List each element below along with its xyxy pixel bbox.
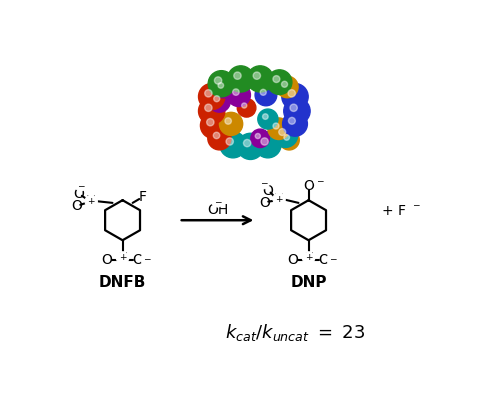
Text: N: N — [118, 251, 128, 265]
Text: +: + — [305, 254, 312, 262]
Ellipse shape — [273, 193, 285, 205]
Text: O: O — [132, 254, 143, 267]
Ellipse shape — [273, 123, 297, 148]
Ellipse shape — [327, 254, 338, 265]
Ellipse shape — [282, 83, 308, 110]
Text: DNFB: DNFB — [99, 275, 146, 290]
Ellipse shape — [276, 76, 298, 98]
Text: OH: OH — [207, 203, 228, 216]
Ellipse shape — [244, 139, 251, 147]
Ellipse shape — [214, 95, 220, 102]
Ellipse shape — [268, 118, 289, 140]
Ellipse shape — [75, 179, 86, 191]
Ellipse shape — [200, 113, 227, 138]
Ellipse shape — [226, 138, 234, 145]
Ellipse shape — [214, 132, 220, 139]
Text: −: − — [329, 255, 336, 264]
Ellipse shape — [254, 132, 281, 158]
Text: N: N — [274, 192, 284, 206]
Ellipse shape — [279, 130, 299, 150]
Ellipse shape — [212, 196, 224, 207]
Ellipse shape — [261, 138, 268, 145]
Ellipse shape — [302, 252, 315, 264]
Text: N: N — [304, 251, 314, 265]
Text: N: N — [86, 194, 97, 208]
Ellipse shape — [410, 199, 422, 211]
Ellipse shape — [284, 135, 290, 140]
Text: +: + — [276, 194, 283, 203]
Ellipse shape — [247, 66, 274, 92]
Ellipse shape — [278, 128, 285, 136]
Ellipse shape — [282, 81, 288, 87]
Ellipse shape — [238, 98, 256, 117]
Ellipse shape — [253, 72, 260, 79]
Text: O: O — [303, 179, 314, 193]
Text: O: O — [259, 196, 270, 210]
Text: +: + — [119, 254, 126, 262]
Text: −: − — [214, 197, 221, 206]
Ellipse shape — [282, 112, 308, 136]
Ellipse shape — [208, 127, 231, 150]
Ellipse shape — [116, 252, 129, 264]
Text: −: − — [77, 181, 84, 190]
Ellipse shape — [262, 114, 268, 119]
Ellipse shape — [290, 104, 298, 111]
Text: F: F — [138, 190, 146, 204]
Text: DNP: DNP — [290, 275, 327, 290]
Ellipse shape — [204, 104, 212, 111]
Text: +: + — [88, 197, 95, 206]
Ellipse shape — [260, 89, 266, 95]
Text: O: O — [102, 254, 112, 267]
Ellipse shape — [220, 112, 242, 136]
Text: + F: + F — [382, 203, 406, 218]
Ellipse shape — [214, 77, 222, 84]
Ellipse shape — [273, 123, 279, 129]
Ellipse shape — [213, 78, 234, 98]
Ellipse shape — [288, 117, 296, 124]
Text: −: − — [260, 178, 268, 188]
Ellipse shape — [258, 177, 270, 189]
Ellipse shape — [225, 118, 232, 124]
Ellipse shape — [198, 98, 225, 124]
Ellipse shape — [232, 89, 239, 95]
Ellipse shape — [258, 109, 278, 129]
Ellipse shape — [208, 90, 231, 112]
Ellipse shape — [141, 254, 152, 265]
Ellipse shape — [198, 83, 225, 110]
Ellipse shape — [273, 75, 280, 83]
Text: O: O — [288, 254, 298, 267]
Ellipse shape — [314, 175, 325, 186]
Ellipse shape — [220, 132, 246, 158]
Ellipse shape — [255, 84, 277, 106]
Ellipse shape — [288, 90, 296, 97]
Ellipse shape — [238, 133, 264, 159]
Text: −: − — [412, 201, 420, 210]
Ellipse shape — [228, 66, 254, 92]
Text: O: O — [318, 254, 330, 267]
Text: $k_{\mathit{cat}}/k_{\mathit{uncat}}\ =\ 23$: $k_{\mathit{cat}}/k_{\mathit{uncat}}\ =\… — [225, 322, 365, 343]
Ellipse shape — [242, 103, 247, 108]
Ellipse shape — [251, 129, 270, 148]
Text: O: O — [74, 187, 84, 201]
Text: O: O — [262, 184, 273, 198]
Ellipse shape — [85, 195, 98, 207]
Ellipse shape — [284, 98, 310, 124]
Ellipse shape — [227, 83, 250, 106]
Text: O: O — [71, 199, 82, 214]
Text: −: − — [143, 255, 150, 264]
Ellipse shape — [206, 118, 214, 126]
Text: −: − — [316, 176, 323, 185]
Ellipse shape — [218, 83, 224, 88]
Ellipse shape — [267, 70, 292, 95]
Ellipse shape — [208, 70, 234, 97]
Ellipse shape — [234, 72, 241, 79]
Ellipse shape — [255, 133, 260, 138]
Ellipse shape — [204, 90, 212, 97]
